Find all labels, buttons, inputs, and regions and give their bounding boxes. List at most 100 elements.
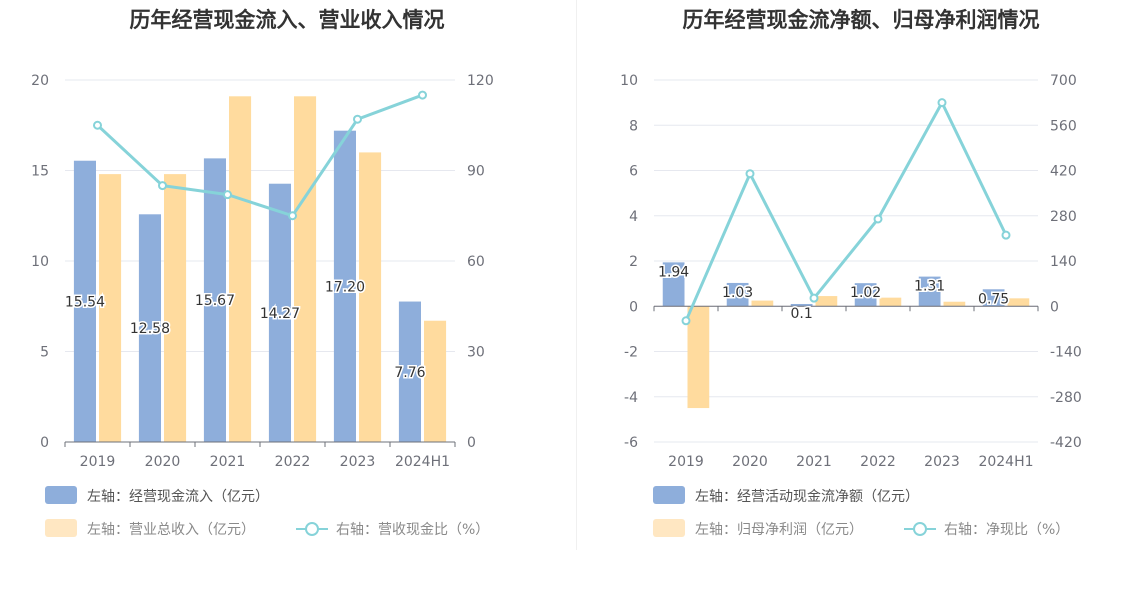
line-point: [158, 181, 167, 191]
data-label: 14.27: [260, 306, 300, 322]
data-label: 7.76: [394, 365, 425, 381]
y-right-tick-label: -420: [1050, 435, 1082, 451]
data-label: 15.54: [65, 294, 105, 310]
legend-swatch-point: [305, 522, 319, 536]
x-tick-label: 2023: [924, 454, 960, 470]
y-left-tick-label: 0: [40, 435, 49, 451]
y-right-tick-label: 700: [1050, 73, 1077, 89]
bar: [815, 296, 838, 307]
y-left-tick-label: 6: [629, 164, 638, 180]
legend-label: 左轴：经营活动现金流净额（亿元）: [695, 489, 919, 505]
y-left-tick-label: 10: [620, 73, 638, 89]
line-point: [937, 98, 947, 108]
line-point: [681, 316, 691, 326]
legend-label: 右轴：营收现金比（%）: [336, 522, 489, 538]
y-right-tick-label: -140: [1050, 345, 1082, 361]
x-tick-label: 2021: [796, 454, 832, 470]
data-label: 1.31: [914, 279, 945, 295]
chart-svg-cash-inflow: 0 5 10 15 20 0 30 60 90 120 2019 2020 2021 2022 2023 20…: [31, 73, 494, 538]
legend-swatch-bar1: [653, 486, 685, 504]
line-point: [288, 211, 297, 221]
bar: [790, 303, 813, 307]
y-left-tick-label: 15: [31, 164, 49, 180]
x-tick-label: 2019: [668, 454, 704, 470]
legend-label: 左轴：经营现金流入（亿元）: [87, 489, 269, 505]
bar: [138, 214, 161, 442]
x-tick-label: 2021: [210, 454, 246, 470]
y-left-tick-label: -4: [624, 390, 638, 406]
y-right-tick-label: 120: [467, 73, 494, 89]
chart-panel-cash-inflow: 历年经营现金流入、营业收入情况 0 5 10 15 20 0 30 60 90 120 2019 20…: [31, 8, 494, 538]
panel-divider: [576, 0, 577, 550]
y-right-tick-label: -280: [1050, 390, 1082, 406]
line-series: [96, 93, 424, 218]
bar: [229, 96, 252, 442]
data-label: 15.67: [195, 293, 235, 309]
bar: [164, 174, 187, 442]
bar: [359, 152, 382, 442]
y-right-tick-label: 90: [467, 164, 485, 180]
chart-svg-net-cash: -6 -4 -2 0 2 4 6 8 10 -420 -280 -140 0 140 280 420 560 70…: [620, 73, 1082, 538]
bar: [73, 160, 96, 442]
line-point: [353, 114, 362, 124]
line-point: [418, 90, 427, 100]
y-right-tick-label: 0: [1050, 299, 1059, 315]
data-label: 1.03: [722, 285, 753, 301]
bar: [294, 96, 317, 442]
line-point: [809, 293, 819, 303]
data-label: 0.1: [790, 306, 812, 322]
y-left-tick-label: 8: [629, 118, 638, 134]
y-left-tick-label: 10: [31, 254, 49, 270]
x-tick-label: 2020: [732, 454, 768, 470]
bar: [424, 320, 447, 442]
bar: [687, 306, 710, 409]
x-tick-label: 2022: [275, 454, 311, 470]
legend-label: 右轴：净现比（%）: [944, 522, 1069, 538]
data-label: 12.58: [130, 321, 170, 337]
bar: [854, 283, 877, 307]
bar: [398, 301, 421, 442]
bar: [662, 262, 685, 307]
legend-swatch-point: [913, 522, 927, 536]
y-left-tick-label: 20: [31, 73, 49, 89]
y-left-tick-label: 5: [40, 345, 49, 361]
x-tick-label: 2024H1: [978, 454, 1033, 470]
legend-label: 左轴：归母净利润（亿元）: [695, 521, 863, 538]
legend-swatch-bar1: [45, 486, 77, 504]
y-right-tick-label: 0: [467, 435, 476, 451]
data-label: 17.20: [325, 279, 365, 295]
y-right-tick-label: 140: [1050, 254, 1077, 270]
data-label: 1.94: [658, 264, 689, 280]
line-point: [873, 214, 883, 224]
bar: [918, 276, 941, 307]
y-left-tick-label: 2: [629, 254, 638, 270]
y-left-tick-label: 4: [629, 209, 638, 225]
bar: [879, 297, 902, 307]
line-point: [1001, 230, 1011, 240]
bar: [751, 300, 774, 307]
y-left-tick-label: 0: [629, 299, 638, 315]
bar: [99, 174, 122, 442]
y-right-tick-label: 60: [467, 254, 485, 270]
data-label: 0.75: [978, 291, 1009, 307]
legend-swatch-bar2: [45, 519, 77, 537]
line-point: [93, 120, 102, 130]
y-left-tick-label: -6: [624, 435, 638, 451]
line-point: [223, 190, 232, 200]
data-label: 1.02: [850, 285, 881, 301]
bar: [943, 301, 966, 307]
line-point: [745, 169, 755, 179]
bar: [982, 289, 1005, 307]
x-tick-label: 2019: [80, 454, 116, 470]
bar: [726, 282, 749, 307]
bar: [268, 183, 291, 442]
chart-title: 历年经营现金流净额、归母净利润情况: [682, 8, 1040, 32]
y-right-tick-label: 420: [1050, 164, 1077, 180]
y-right-tick-label: 560: [1050, 118, 1077, 134]
bar: [203, 158, 226, 443]
bar: [333, 130, 356, 442]
y-right-tick-label: 280: [1050, 209, 1077, 225]
y-right-tick-label: 30: [467, 345, 485, 361]
legend-label: 左轴：营业总收入（亿元）: [87, 522, 255, 538]
